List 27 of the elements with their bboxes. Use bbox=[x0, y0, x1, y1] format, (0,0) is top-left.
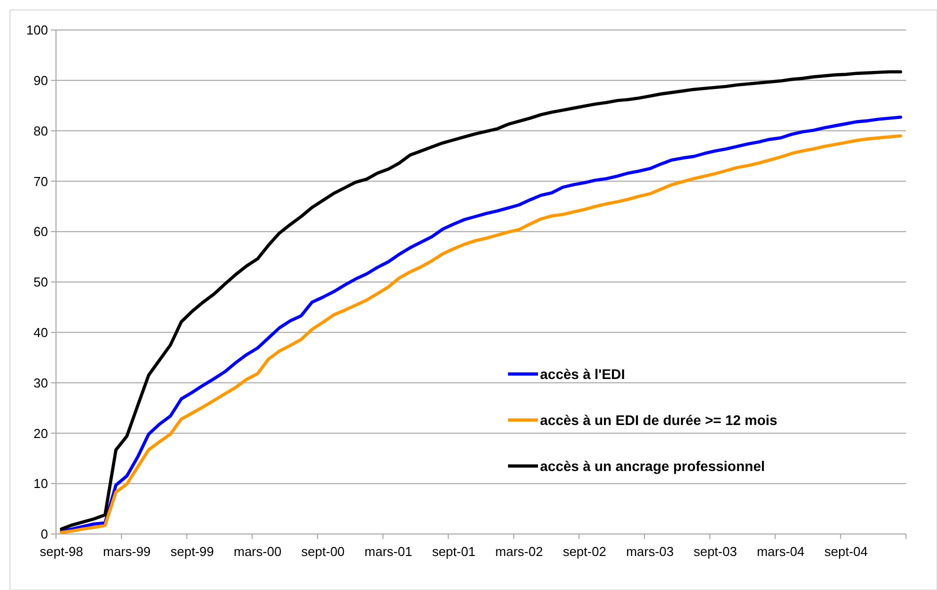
x-tick-label: mars-00 bbox=[234, 544, 282, 559]
legend-label: accès à un EDI de durée >= 12 mois bbox=[540, 412, 778, 428]
y-tick-label: 50 bbox=[34, 274, 48, 290]
y-tick-label: 30 bbox=[34, 375, 48, 390]
y-tick-label: 90 bbox=[34, 72, 48, 88]
y-tick-label: 70 bbox=[34, 174, 48, 189]
x-tick-label: sept-04 bbox=[824, 544, 868, 559]
x-tick-label: mars-01 bbox=[364, 544, 412, 559]
x-tick-label: sept-98 bbox=[40, 544, 84, 559]
x-tick-label: sept-00 bbox=[301, 544, 345, 559]
y-tick-label: 80 bbox=[34, 123, 48, 138]
y-tick-label: 60 bbox=[34, 224, 48, 240]
x-tick-label: sept-99 bbox=[170, 544, 214, 559]
x-tick-label: mars-04 bbox=[756, 544, 805, 559]
x-tick-label: mars-99 bbox=[102, 544, 151, 559]
x-tick-label: sept-03 bbox=[694, 544, 737, 559]
y-tick-label: 20 bbox=[34, 426, 48, 441]
y-tick-label: 40 bbox=[34, 324, 48, 340]
x-tick-label: sept-02 bbox=[562, 544, 606, 559]
legend-label: accès à un ancrage professionnel bbox=[540, 458, 765, 474]
y-tick-label: 100 bbox=[26, 22, 48, 38]
legend-label: accès à l'EDI bbox=[540, 366, 626, 382]
x-tick-label: mars-02 bbox=[495, 544, 543, 559]
x-tick-label: sept-01 bbox=[432, 544, 476, 559]
x-tick-label: mars-03 bbox=[626, 544, 674, 559]
y-tick-label: 0 bbox=[40, 526, 48, 542]
y-tick-label: 10 bbox=[34, 476, 48, 492]
